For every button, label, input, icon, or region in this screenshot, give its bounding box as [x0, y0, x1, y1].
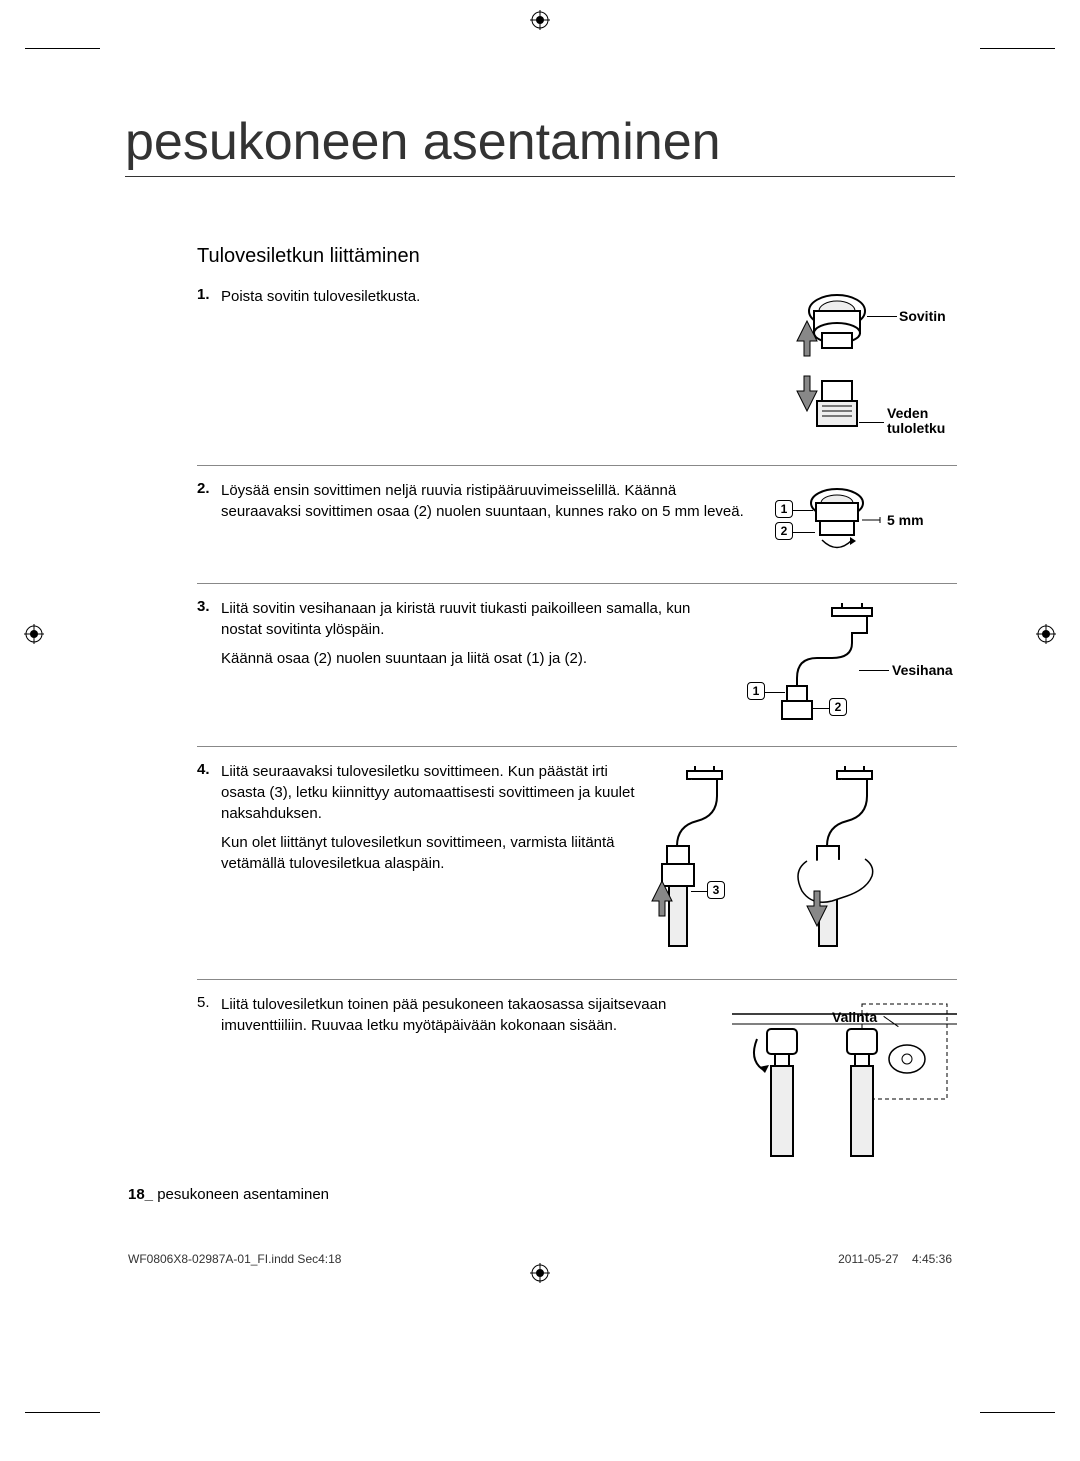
diagram-label-5mm: 5 mm [887, 512, 924, 528]
callout-number: 1 [747, 682, 765, 700]
step-number: 5. [197, 994, 221, 1011]
diagram-label-tuloletku: Veden tuloletku [887, 406, 945, 437]
section-subheading: Tulovesiletkun liittäminen [197, 245, 957, 268]
step-text: Liitä sovitin vesihanaan ja kiristä ruuv… [221, 598, 747, 677]
registration-mark-icon [530, 1263, 550, 1283]
page-footer: 18_ pesukoneen asentaminen [128, 1186, 329, 1203]
instruction-step: 3. Liitä sovitin vesihanaan ja kiristä r… [197, 588, 957, 747]
instruction-step: 1. Poista sovitin tulovesiletkusta. [197, 286, 957, 466]
content-area: Tulovesiletkun liittäminen 1. Poista sov… [197, 245, 957, 1186]
imprint-footer: WF0806X8-02987A-01_FI.indd Sec4:18 2011-… [128, 1252, 952, 1266]
crop-mark [980, 48, 1055, 49]
step-text: Poista sovitin tulovesiletkusta. [221, 286, 757, 315]
instruction-step: 2. Löysää ensin sovittimen neljä ruuvia … [197, 470, 957, 584]
crop-mark [25, 1412, 100, 1413]
diagram-label-vesihana: Vesihana [892, 662, 953, 678]
imprint-filename: WF0806X8-02987A-01_FI.indd Sec4:18 [128, 1252, 341, 1266]
registration-mark-icon [24, 624, 44, 644]
diagram-label-sovitin: Sovitin [899, 308, 946, 324]
step-paragraph: Löysää ensin sovittimen neljä ruuvia ris… [221, 480, 747, 522]
step-paragraph: Liitä seuraavaksi tulovesiletku sovittim… [221, 761, 637, 824]
registration-mark-icon [530, 10, 550, 30]
page-title: pesukoneen asentaminen [125, 112, 955, 177]
callout-number: 2 [829, 698, 847, 716]
step-text: Löysää ensin sovittimen neljä ruuvia ris… [221, 480, 767, 530]
hose-connect-diagram [647, 761, 957, 961]
crop-mark [25, 48, 100, 49]
imprint-date: 2011-05-27 [838, 1252, 899, 1266]
step-illustration: Valinta [732, 994, 957, 1164]
step-illustration: 1 2 5 mm [767, 480, 957, 565]
callout-number: 3 [707, 881, 725, 899]
step-paragraph: Kun olet liittänyt tulovesiletkun sovitt… [221, 832, 637, 874]
crop-mark [980, 1412, 1055, 1413]
page-number: 18_ [128, 1186, 153, 1203]
down-arrow-icon [797, 376, 817, 411]
registration-mark-icon [1036, 624, 1056, 644]
step-illustration: 3 [647, 761, 957, 961]
instruction-step: 4. Liitä seuraavaksi tulovesiletku sovit… [197, 751, 957, 980]
step-text: Liitä seuraavaksi tulovesiletku sovittim… [221, 761, 647, 882]
callout-number: 1 [775, 500, 793, 518]
instruction-step: 5. Liitä tulovesiletkun toinen pää pesuk… [197, 984, 957, 1182]
step-paragraph: Liitä sovitin vesihanaan ja kiristä ruuv… [221, 598, 727, 640]
adaptor-screws-diagram [767, 480, 957, 560]
step-paragraph: Käännä osaa (2) nuolen suuntaan ja liitä… [221, 648, 727, 669]
step-number: 2. [197, 480, 221, 497]
callout-number: 2 [775, 522, 793, 540]
step-illustration: Vesihana 1 2 [747, 598, 957, 728]
step-number: 1. [197, 286, 221, 303]
step-illustration: Sovitin Veden tuloletku [757, 286, 957, 446]
step-number: 3. [197, 598, 221, 615]
step-number: 4. [197, 761, 221, 778]
imprint-time: 4:45:36 [912, 1252, 952, 1266]
footer-section-name: pesukoneen asentaminen [157, 1186, 329, 1203]
diagram-label-valinta: Valinta [832, 1009, 877, 1025]
step-paragraph: Poista sovitin tulovesiletkusta. [221, 286, 737, 307]
step-paragraph: Liitä tulovesiletkun toinen pää pesukone… [221, 994, 712, 1036]
step-text: Liitä tulovesiletkun toinen pää pesukone… [221, 994, 732, 1044]
